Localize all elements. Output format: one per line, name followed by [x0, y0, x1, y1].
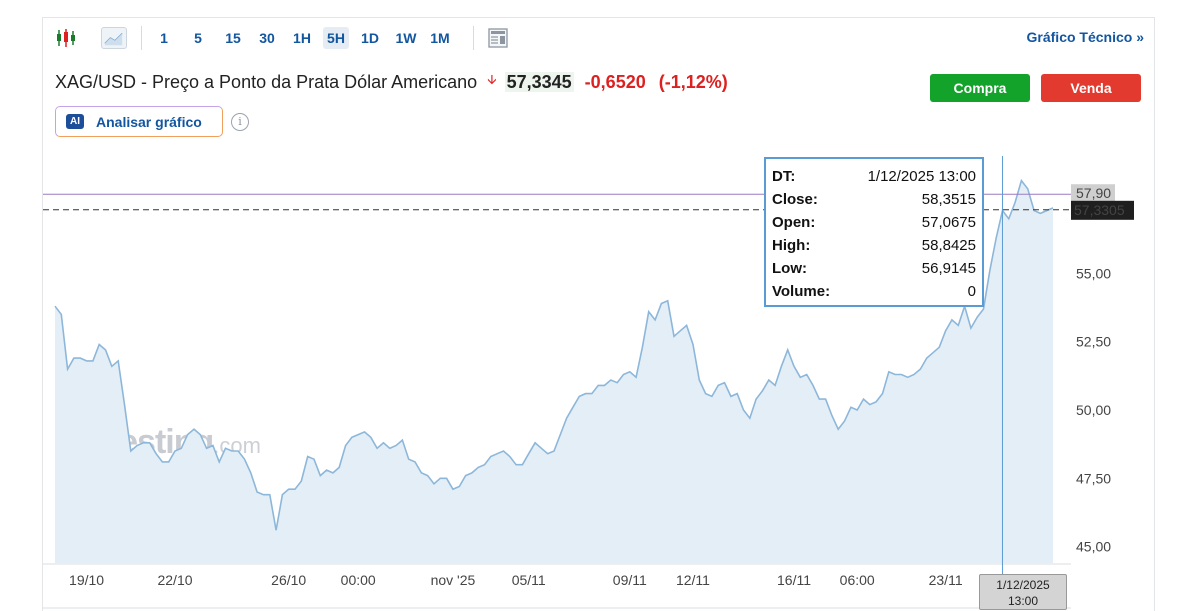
y-tick-label: 45,00: [1076, 539, 1111, 555]
toolbar-divider: [473, 26, 474, 50]
y-tick-label: 55,00: [1076, 265, 1111, 281]
x-tick-label: nov '25: [431, 572, 476, 588]
table-icon[interactable]: [487, 27, 509, 49]
ai-icon: AI: [66, 114, 84, 129]
info-icon[interactable]: i: [231, 113, 249, 131]
interval-1d[interactable]: 1D: [361, 30, 379, 46]
chart-card: 1 5 15 30 1H 5H 1D 1W 1M Gráfico Técnico…: [42, 17, 1155, 611]
tooltip-row: High: 58,8425: [772, 237, 976, 254]
last-price: 57,3345: [504, 71, 574, 92]
x-tick-label: 19/10: [69, 572, 104, 588]
tooltip-row: Low: 56,9145: [772, 260, 976, 277]
buy-button[interactable]: Compra: [930, 74, 1030, 102]
reference-label-box: [1071, 184, 1115, 204]
tooltip-row: Volume: 0: [772, 283, 976, 300]
interval-30[interactable]: 30: [259, 30, 275, 46]
price-area-fill: [55, 180, 1053, 563]
interval-5[interactable]: 5: [194, 30, 202, 46]
x-tick-label: 26/10: [271, 572, 306, 588]
tooltip-row: DT: 1/12/2025 13:00: [772, 168, 976, 185]
technical-chart-link[interactable]: Gráfico Técnico »: [1026, 29, 1144, 45]
x-tick-label: 06:00: [840, 572, 875, 588]
interval-1h[interactable]: 1H: [293, 30, 311, 46]
x-tick-label: 16/11: [777, 572, 811, 588]
sell-button[interactable]: Venda: [1041, 74, 1141, 102]
chart-toolbar: 1 5 15 30 1H 5H 1D 1W 1M Gráfico Técnico…: [43, 18, 1154, 58]
y-tick-label: 52,50: [1076, 334, 1111, 350]
down-arrow-icon: 🡫: [487, 72, 497, 88]
price-series-line: [54, 178, 1054, 531]
x-tick-label: 22/10: [157, 572, 192, 588]
interval-5h[interactable]: 5H: [323, 27, 349, 49]
x-tick-label: 00:00: [341, 572, 376, 588]
y-tick-label: 47,50: [1076, 470, 1111, 486]
price-change: -0,6520: [584, 71, 646, 92]
price-change-percent: (-1,12%): [658, 71, 728, 92]
tooltip-row: Open: 57,0675: [772, 214, 976, 231]
interval-1w[interactable]: 1W: [395, 30, 417, 46]
x-tick-label: 23/11: [929, 572, 963, 588]
instrument-name: XAG/USD - Preço a Ponto da Prata Dólar A…: [55, 71, 478, 92]
toolbar-divider: [141, 26, 142, 50]
last-price-label: 57,3305: [1074, 202, 1125, 218]
tooltip-row: Close: 58,3515: [772, 191, 976, 208]
analyse-chart-button[interactable]: AI Analisar gráfico: [55, 106, 223, 137]
y-tick-label: 50,00: [1076, 402, 1111, 418]
x-tick-label: 05/11: [512, 572, 546, 588]
interval-1[interactable]: 1: [160, 30, 168, 46]
interval-15[interactable]: 15: [225, 30, 241, 46]
analyse-chart-label: Analisar gráfico: [96, 114, 202, 130]
x-tick-label: 12/11: [676, 572, 710, 588]
crosshair-date-label: 1/12/2025 13:00: [979, 574, 1067, 610]
interval-1m[interactable]: 1M: [430, 30, 450, 46]
reference-label: 57,90: [1076, 185, 1111, 201]
candlestick-icon[interactable]: [55, 27, 77, 49]
ohlc-tooltip: DT: 1/12/2025 13:00 Close: 58,3515 Open: 57…: [764, 157, 984, 307]
area-chart-icon[interactable]: [101, 27, 127, 49]
x-tick-label: 09/11: [613, 572, 647, 588]
last-price-label-box: [1071, 200, 1134, 220]
instrument-header: XAG/USD - Preço a Ponto da Prata Dólar A…: [55, 71, 728, 95]
